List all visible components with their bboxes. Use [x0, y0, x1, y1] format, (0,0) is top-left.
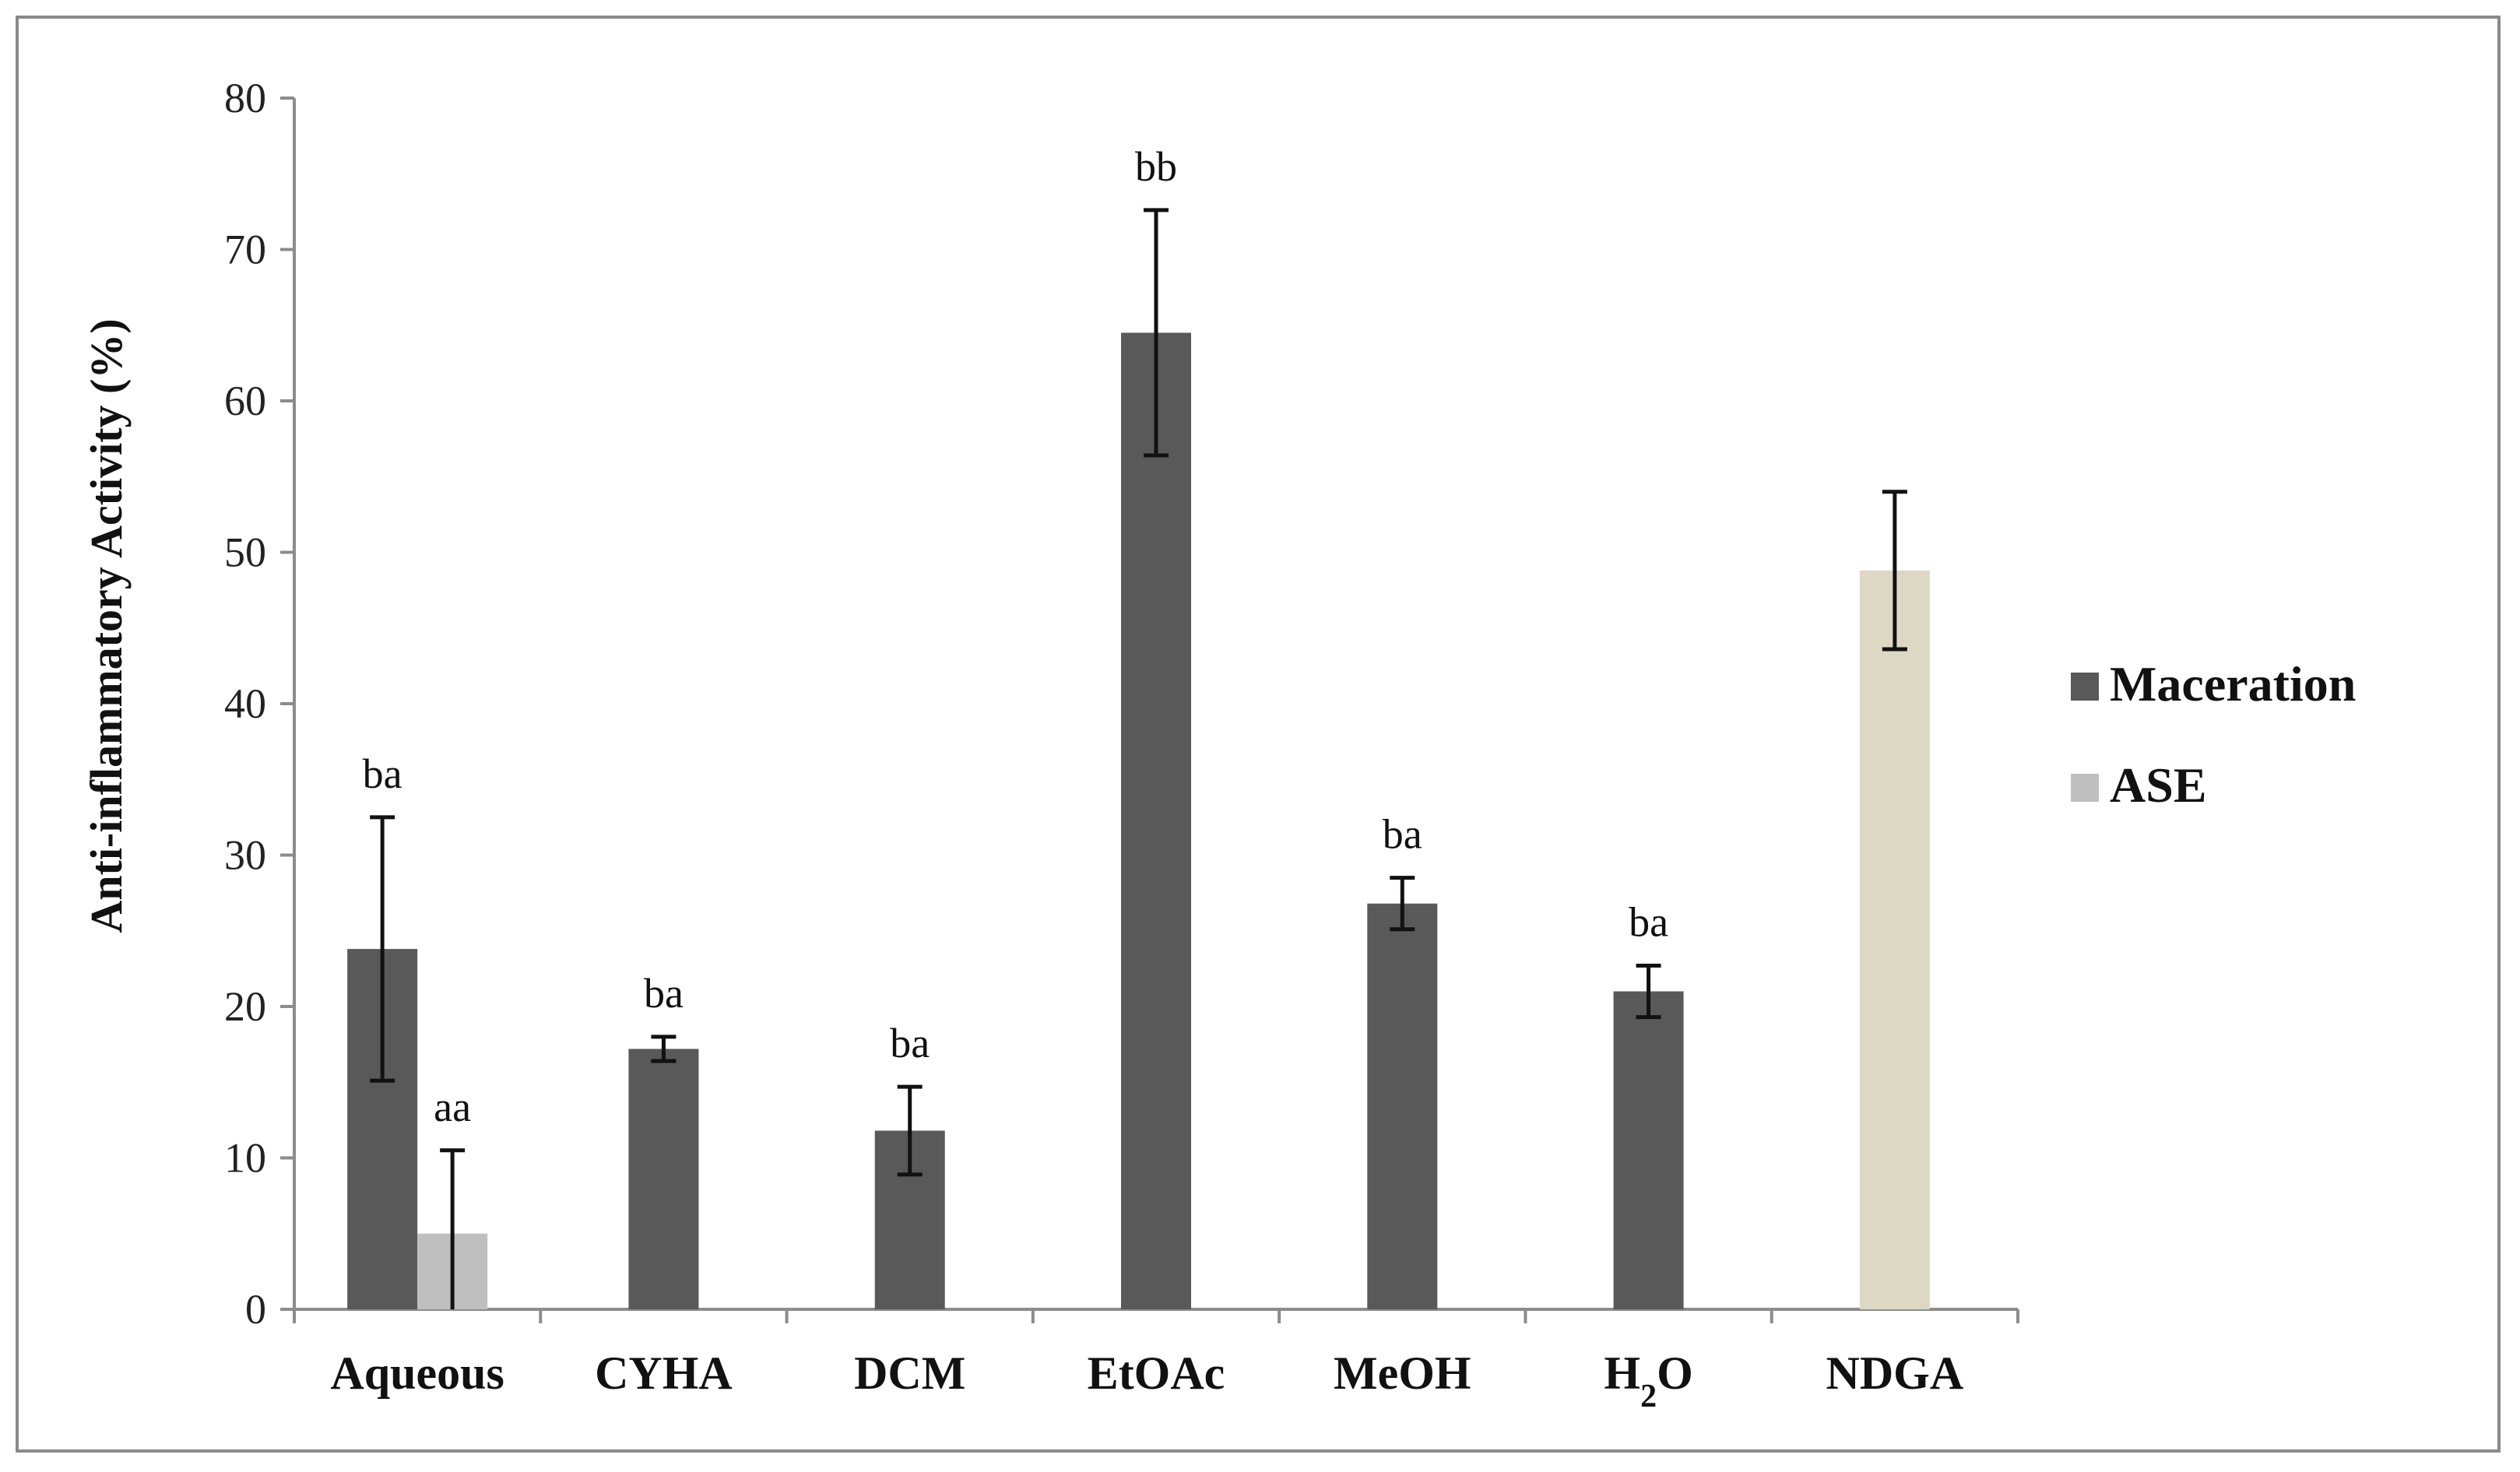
y-tick-label-0: 0 [245, 1286, 266, 1333]
legend-label-ase: ASE [2110, 757, 2207, 813]
legend: Maceration ASE [2071, 656, 2356, 813]
y-tick-label-80: 80 [224, 75, 266, 121]
chart-frame: 0 10 20 30 40 50 60 70 80 Aqueous CYHA DCM EtOAc MeOH… [16, 16, 2501, 1453]
data-label-maceration-h2o: ba [1629, 898, 1668, 945]
y-tick-label-10: 10 [224, 1135, 266, 1182]
bar-maceration-h2o [1613, 991, 1684, 1309]
data-label-maceration-meoh: ba [1383, 811, 1422, 858]
bar-maceration-meoh [1367, 903, 1438, 1309]
x-tick-label-H2O: H2O [1604, 1347, 1692, 1414]
x-tick-label-NDGA: NDGA [1826, 1347, 1964, 1399]
x-tick-label-MeOH: MeOH [1334, 1347, 1471, 1399]
x-tick-label-CYHA: CYHA [595, 1347, 733, 1399]
data-label-maceration-dcm: ba [890, 1020, 930, 1066]
y-tick-label-60: 60 [224, 378, 266, 424]
x-tick-label-Aqueous: Aqueous [330, 1347, 504, 1399]
x-tick-label-EtOAc: EtOAc [1088, 1347, 1225, 1399]
data-label-ase-aqueous: aa [434, 1084, 471, 1130]
bar-maceration-cyha [628, 1049, 699, 1309]
y-tick-label-30: 30 [224, 832, 266, 879]
y-tick-label-40: 40 [224, 680, 266, 727]
legend-swatch-ase [2071, 774, 2099, 802]
legend-label-maceration: Maceration [2110, 656, 2356, 711]
bar-chart: 0 10 20 30 40 50 60 70 80 Aqueous CYHA DCM EtOAc MeOH… [81, 75, 2356, 1414]
bar-maceration-etoac [1121, 332, 1191, 1310]
data-label-maceration-aqueous: ba [363, 750, 402, 797]
y-tick-label-50: 50 [224, 529, 266, 576]
y-tick-label-70: 70 [224, 227, 266, 273]
x-tick-label-DCM: DCM [854, 1347, 965, 1399]
bar-maceration-ndga [1859, 570, 1930, 1309]
data-label-maceration-etoac: bb [1135, 143, 1177, 190]
data-label-maceration-cyha: ba [644, 970, 684, 1017]
y-tick-label-20: 20 [224, 983, 266, 1030]
y-axis-title: Anti-inflammatory Activity (%) [81, 318, 132, 933]
legend-swatch-maceration [2071, 673, 2099, 701]
